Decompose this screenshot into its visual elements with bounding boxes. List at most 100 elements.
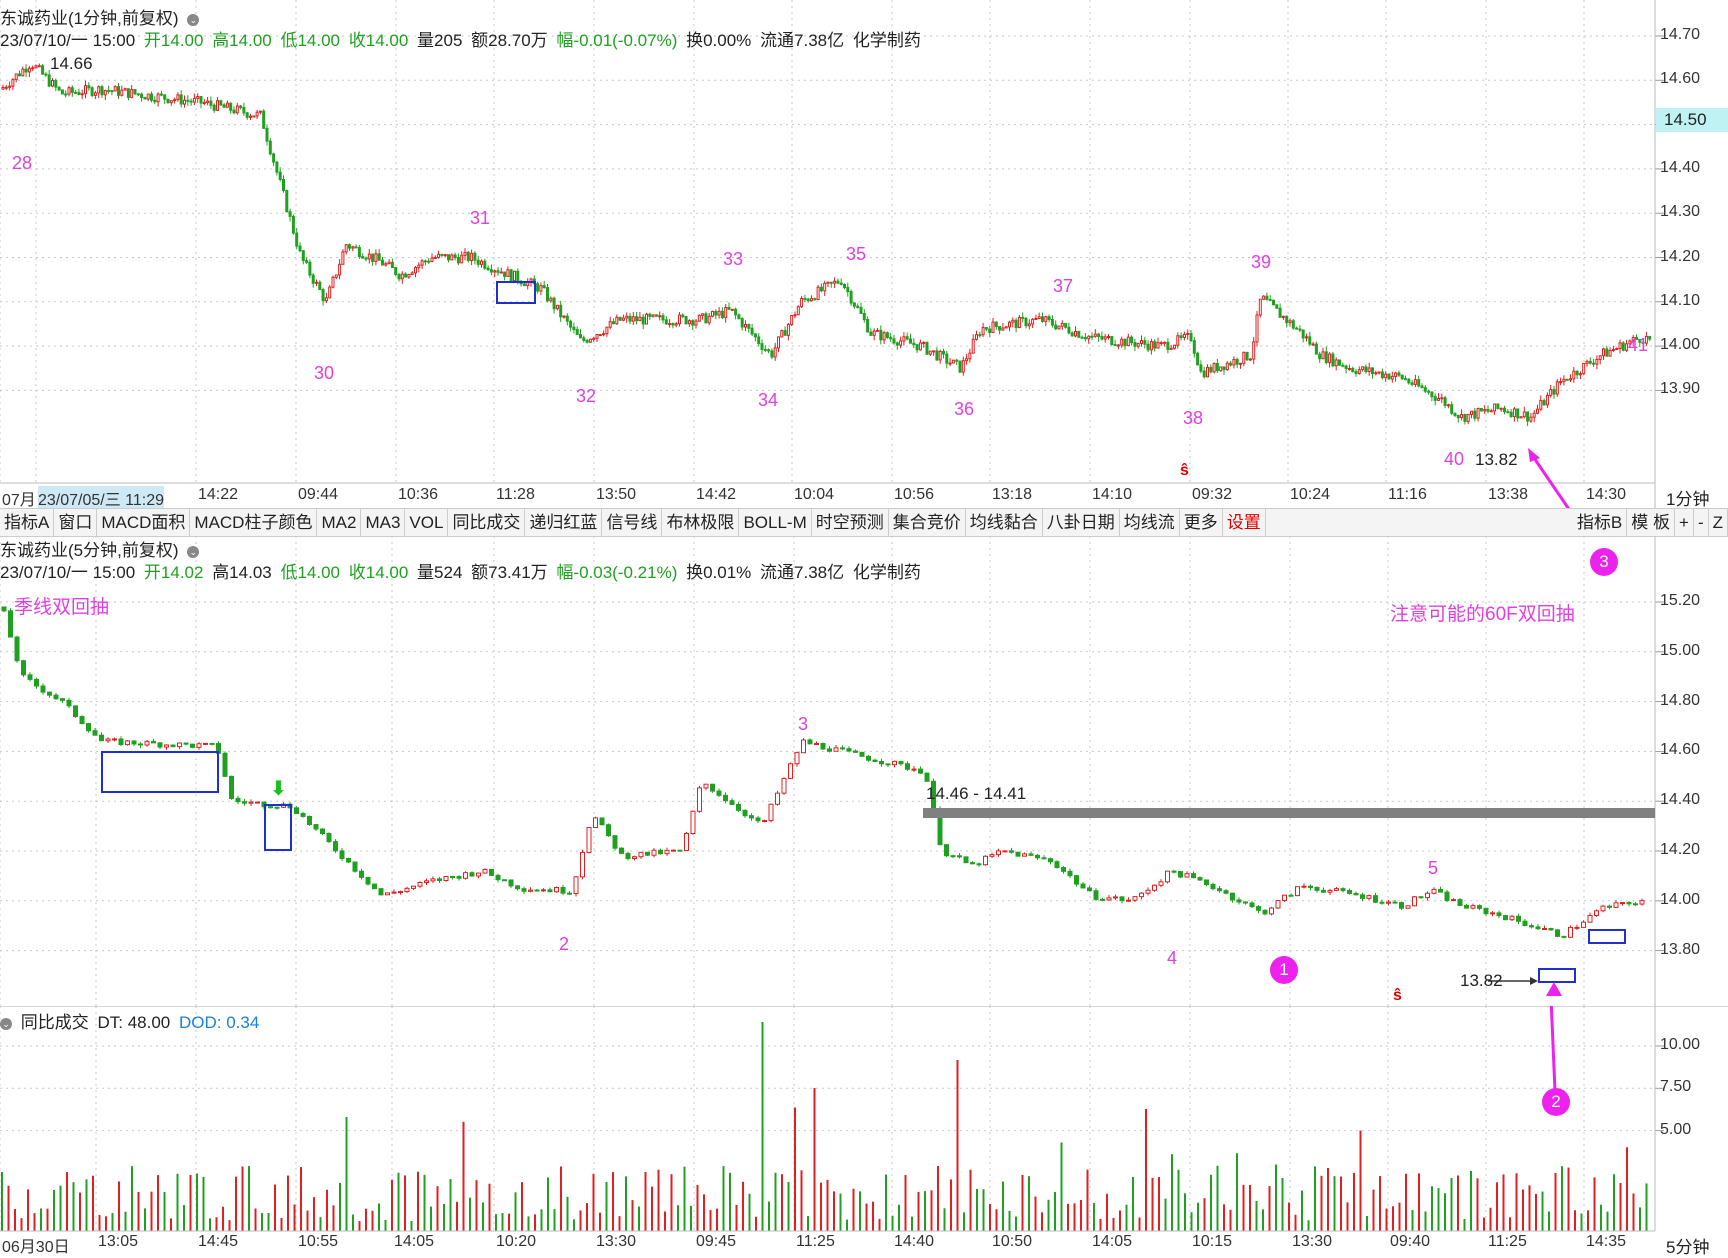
toolbar-item-13[interactable]: 集合竞价	[889, 509, 966, 536]
toolbar-right-item-1[interactable]: 模 板	[1627, 509, 1675, 536]
top-title[interactable]: 东诚药业(1分钟,前复权)	[0, 9, 179, 28]
candle-body	[942, 350, 945, 355]
toolbar-item-11[interactable]: BOLL-M	[739, 509, 812, 536]
x-tick-label: 09:40	[1390, 1233, 1431, 1250]
toolbar-item-12[interactable]: 时空预测	[812, 509, 889, 536]
toolbar-item-0[interactable]: 指标A	[0, 509, 55, 536]
chevron-down-icon[interactable]: ⌄	[187, 13, 200, 26]
chevron-down-icon[interactable]: ⌄	[187, 545, 200, 558]
candle-body	[37, 65, 41, 68]
toolbar-right-item-3[interactable]: -	[1694, 509, 1709, 536]
candle-body	[849, 291, 853, 304]
mid-title[interactable]: 东诚药业(5分钟,前复权)	[0, 541, 179, 560]
candle-body	[47, 691, 52, 696]
candle-body	[1158, 881, 1164, 886]
toolbar-item-16[interactable]: 均线流	[1120, 509, 1180, 536]
candle-body	[199, 96, 203, 104]
vol-header: ⌄ 同比成交 DT: 48.00 DOD: 0.34	[0, 1008, 263, 1033]
candle-body	[1204, 879, 1209, 885]
toolbar-right-item-0[interactable]: 指标B	[1573, 509, 1628, 536]
candle-body	[984, 327, 988, 330]
toolbar-item-6[interactable]: VOL	[405, 509, 449, 536]
toolbar-item-3[interactable]: MACD柱子颜色	[190, 509, 318, 536]
candle-body	[463, 251, 467, 256]
candle-body	[90, 87, 94, 96]
candle-body	[1639, 900, 1645, 905]
candle-body	[951, 359, 955, 364]
toolbar-right-item-4[interactable]: Z	[1709, 509, 1728, 536]
candle-body	[1044, 316, 1048, 322]
candle-body	[1230, 892, 1235, 901]
candle-body	[372, 883, 377, 890]
candle-body	[703, 783, 709, 789]
toolbar-item-14[interactable]: 均线黏合	[966, 509, 1043, 536]
candle-body	[780, 330, 784, 338]
toolbar-right-item-2[interactable]: +	[1675, 509, 1694, 536]
mid-chart-pane[interactable]: 东诚药业(5分钟,前复权) ⌄ 23/07/10/一 15:00 开14.02 …	[0, 536, 1728, 1006]
candle-body	[248, 801, 254, 804]
top-period[interactable]: 1分钟	[1666, 490, 1710, 509]
toolbar-item-10[interactable]: 布林极限	[662, 509, 740, 536]
toolbar-item-2[interactable]: MACD面积	[97, 509, 191, 536]
candle-body	[869, 331, 873, 336]
toolbar-item-15[interactable]: 八卦日期	[1043, 509, 1120, 536]
candle-body	[1592, 362, 1596, 365]
candle-body	[691, 320, 695, 326]
candle-body	[140, 93, 144, 99]
candle-body	[173, 99, 177, 102]
mid-chart-canvas	[0, 536, 1664, 1006]
candle-body	[105, 738, 111, 742]
top-vol: 量205	[417, 31, 463, 50]
candle-body	[40, 685, 46, 693]
candle-body	[404, 887, 410, 893]
candle-body	[1067, 870, 1073, 877]
toolbar-item-17[interactable]: 更多	[1180, 509, 1223, 536]
toolbar-item-8[interactable]: 递归红蓝	[525, 509, 603, 536]
candle-body	[882, 332, 886, 341]
candle-body	[1206, 366, 1209, 378]
candle-body	[801, 739, 806, 754]
toolbar-item-9[interactable]: 信号线	[602, 509, 663, 536]
x-tick-label: 14:40	[894, 1233, 935, 1250]
candle-body	[348, 244, 351, 249]
candle-body	[823, 282, 827, 292]
candle-body	[1163, 341, 1167, 344]
candle-body	[1407, 378, 1411, 384]
candle-body	[567, 892, 572, 895]
candle-body	[605, 326, 609, 335]
top-chart-pane[interactable]: 东诚药业(1分钟,前复权) ⌄ 23/07/10/一 15:00 开14.00 …	[0, 0, 1728, 510]
candle-body	[668, 323, 672, 326]
candle-body	[632, 856, 637, 860]
candle-body	[1360, 894, 1365, 899]
candle-body	[1400, 374, 1404, 380]
candle-body	[1473, 410, 1477, 419]
candle-body	[1545, 394, 1549, 406]
candle-body	[658, 849, 663, 855]
candle-body	[767, 349, 771, 352]
volume-pane[interactable]: ⌄ 同比成交 DT: 48.00 DOD: 0.34 10.00 7.50 5.00…	[0, 982, 1728, 1257]
arrow-2-head	[1546, 982, 1562, 996]
candle-body	[333, 841, 338, 852]
x-tick-label: 10:55	[298, 1233, 339, 1250]
candle-body	[1392, 901, 1398, 904]
chevron-down-icon[interactable]: ⌄	[0, 1017, 12, 1030]
vol-title[interactable]: 同比成交	[20, 1013, 89, 1032]
candle-body	[410, 272, 414, 275]
toolbar-item-4[interactable]: MA2	[317, 509, 362, 536]
vol-period[interactable]: 5分钟	[1666, 1238, 1710, 1257]
candle-body	[1100, 336, 1104, 340]
x-tick-label: 13:18	[992, 486, 1033, 503]
y-tick-label: 15.20	[1660, 592, 1701, 609]
candle-body	[820, 743, 826, 750]
toolbar-item-7[interactable]: 同比成交	[448, 509, 526, 536]
toolbar-item-18[interactable]: 设置	[1223, 509, 1266, 536]
candle-body	[1, 86, 5, 90]
candle-body	[371, 253, 375, 262]
mid-grid	[0, 536, 1664, 1006]
toolbar-item-1[interactable]: 窗口	[54, 509, 98, 536]
candle-body	[255, 801, 260, 804]
x-tick-label: 10:36	[398, 486, 439, 503]
candle-body	[806, 298, 810, 302]
toolbar-item-5[interactable]: MA3	[361, 509, 406, 536]
candle-body	[1210, 883, 1216, 890]
